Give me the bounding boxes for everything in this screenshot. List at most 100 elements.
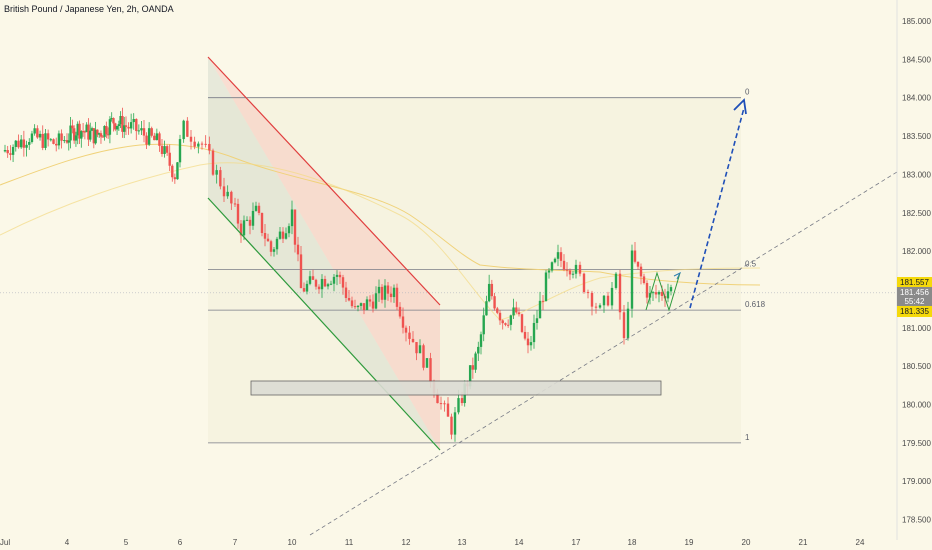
y-tick-label: 182.500 [902, 209, 931, 218]
candle-body [425, 358, 429, 368]
candle-body [338, 274, 342, 278]
candle-body [87, 124, 90, 140]
candle-body [83, 131, 87, 133]
y-tick-label: 179.500 [902, 439, 931, 448]
candle-body [105, 126, 108, 135]
candle-body [123, 125, 126, 132]
candle-body [137, 130, 141, 132]
candle-body [439, 403, 443, 405]
candle-body [341, 277, 345, 288]
y-tick-label: 185.000 [902, 17, 931, 26]
candle-body [626, 308, 630, 339]
chart-title: British Pound / Japanese Yen, 2h, OANDA [4, 4, 174, 14]
candle-body [140, 128, 143, 131]
candle-body [135, 118, 138, 132]
candle-body [515, 307, 518, 313]
candle-body [320, 278, 324, 290]
candle-body [323, 278, 327, 287]
candle-body [594, 306, 598, 308]
candle-body [606, 295, 610, 306]
candle-body [639, 266, 643, 277]
candle-body [509, 315, 513, 325]
candle-body [450, 416, 453, 435]
candle-body [517, 312, 521, 315]
candle-body [544, 272, 548, 302]
y-tick-label: 184.500 [902, 55, 931, 64]
candle-body [401, 316, 405, 328]
candle-body [22, 139, 26, 148]
candle-body [260, 212, 264, 234]
candle-body [457, 398, 460, 413]
candle-body [371, 301, 375, 309]
candle-body [89, 130, 92, 140]
y-tick-label: 179.000 [902, 477, 931, 486]
candle-body [582, 273, 586, 293]
candle-body [408, 332, 411, 339]
candle-body [173, 177, 177, 180]
candle-body [145, 135, 148, 145]
x-tick-label: 21 [799, 538, 808, 547]
candle-body [541, 300, 545, 302]
candle-body [389, 293, 393, 298]
candle-body [251, 210, 255, 226]
candle-body [33, 128, 36, 134]
candle-body [115, 126, 119, 130]
y-tick-label: 183.000 [902, 170, 931, 179]
channel-lower-line [207, 197, 441, 451]
candle-body [411, 338, 415, 343]
candle-body [526, 338, 530, 346]
candle-body [474, 353, 477, 370]
support-zone-box [250, 380, 662, 396]
candle-body [443, 403, 446, 405]
candle-body [168, 152, 171, 166]
candle-body [158, 133, 161, 146]
candle-body [171, 165, 174, 178]
candle-body [245, 219, 249, 221]
candle-body [532, 322, 536, 343]
candle-body [211, 150, 215, 175]
candle-body [67, 140, 70, 143]
candle-body [182, 120, 185, 140]
candle-body [236, 203, 240, 224]
candle-body [49, 139, 53, 141]
y-tick-label: 180.000 [902, 401, 931, 410]
projection-arrow-head [733, 98, 747, 115]
fib-label-3: 1 [745, 433, 750, 442]
candle-body [147, 128, 151, 145]
candle-body [92, 128, 96, 144]
candle-body [618, 273, 622, 313]
candle-body [200, 143, 204, 145]
candle-body [99, 133, 103, 137]
candle-body [296, 244, 300, 255]
candle-body [571, 273, 575, 275]
x-tick-label: 17 [572, 538, 581, 547]
candle-body [52, 139, 55, 144]
y-tick-label: 178.500 [902, 516, 931, 525]
candle-body [114, 123, 117, 130]
price-tag-upper: 181.557 [897, 277, 932, 288]
candle-body [308, 276, 312, 284]
candle-body [117, 124, 121, 127]
x-tick-label: 20 [742, 538, 751, 547]
candle-body [129, 122, 133, 129]
candle-body [377, 286, 381, 294]
candle-body [80, 131, 83, 139]
candle-body [362, 303, 366, 311]
candle-body [365, 299, 369, 311]
candle-body [383, 285, 387, 300]
candle-body [504, 323, 507, 325]
candle-body [165, 146, 169, 153]
candle-body [535, 318, 539, 323]
candle-body [335, 274, 339, 277]
candle-body [242, 220, 246, 236]
candle-body [94, 129, 97, 144]
candle-body [97, 133, 101, 135]
candle-body [302, 288, 306, 292]
candle-body [287, 226, 291, 234]
channel-upper-line [207, 56, 441, 306]
candle-body [482, 315, 485, 335]
candle-body [17, 140, 20, 148]
candle-body [368, 299, 372, 302]
